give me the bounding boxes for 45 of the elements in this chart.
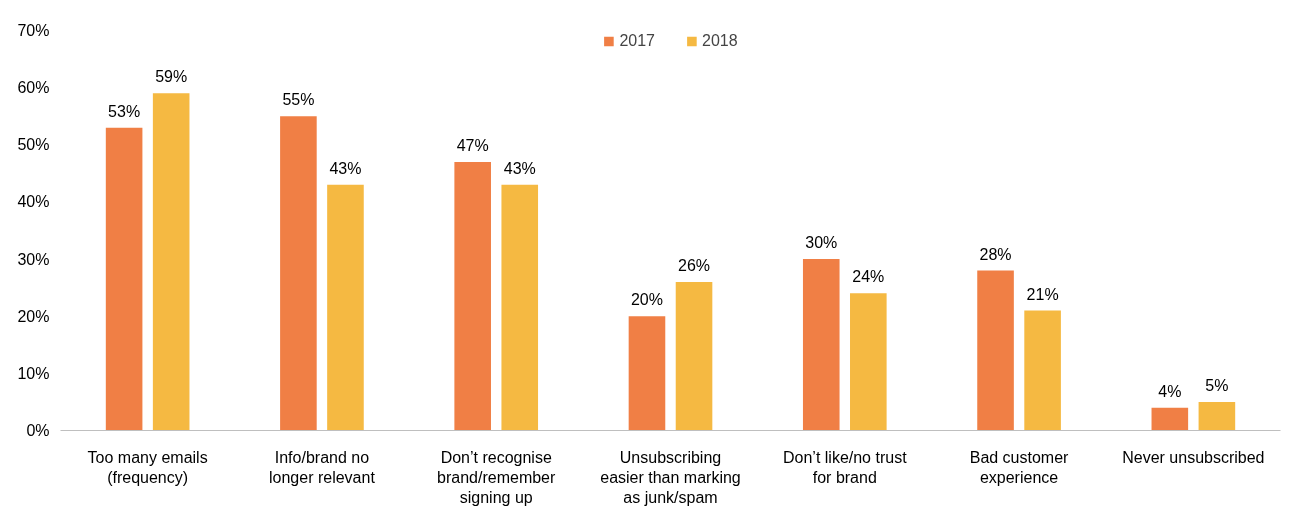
y-tick-label: 10% — [17, 364, 50, 382]
bar — [802, 259, 840, 431]
x-tick-label: Never unsubscribed — [1122, 448, 1265, 466]
bar — [1198, 401, 1236, 431]
data-label: 59% — [155, 68, 188, 86]
x-tick-label: Unsubscribing easier than marking as junk/spam — [600, 448, 741, 507]
x-tick-label: Don’t like/no trust for brand — [782, 448, 908, 486]
data-label: 55% — [282, 91, 315, 109]
y-tick-label: 50% — [17, 136, 50, 154]
bar — [977, 270, 1014, 431]
data-label: 47% — [456, 136, 489, 154]
data-label: 28% — [979, 245, 1012, 263]
bar — [501, 184, 539, 431]
y-tick-label: 40% — [17, 193, 50, 211]
bar — [152, 93, 190, 431]
legend-label: 2018 — [702, 32, 738, 50]
bar — [1151, 407, 1189, 431]
data-label: 4% — [1158, 382, 1182, 400]
bar — [454, 161, 491, 431]
y-tick-label: 70% — [17, 22, 50, 39]
data-label: 43% — [329, 159, 362, 177]
x-tick-label: Too many emails (frequency) — [87, 448, 208, 486]
bar — [327, 184, 364, 431]
data-label: 53% — [108, 102, 141, 120]
data-label: 20% — [630, 291, 663, 309]
x-tick-label: Info/brand no longer relevant — [269, 448, 376, 486]
x-tick-label: Bad customer experience — [969, 448, 1070, 486]
y-tick-label: 30% — [17, 250, 50, 268]
data-label: 30% — [805, 234, 838, 252]
bar — [675, 281, 713, 431]
data-label: 26% — [678, 256, 711, 274]
data-label: 21% — [1026, 285, 1059, 303]
bar — [280, 116, 317, 431]
legend-label: 2017 — [619, 32, 655, 50]
y-tick-label: 20% — [17, 307, 50, 325]
x-tick-label: Don’t recognise brand/remember signing up — [437, 448, 557, 507]
data-label: 5% — [1205, 376, 1229, 394]
bar — [105, 127, 143, 431]
y-tick-label: 60% — [17, 79, 50, 97]
data-label: 43% — [503, 159, 536, 177]
data-label: 24% — [852, 268, 885, 286]
bar — [1024, 310, 1061, 431]
y-tick-label: 0% — [26, 422, 50, 439]
bar — [628, 316, 666, 431]
bar — [850, 293, 887, 431]
